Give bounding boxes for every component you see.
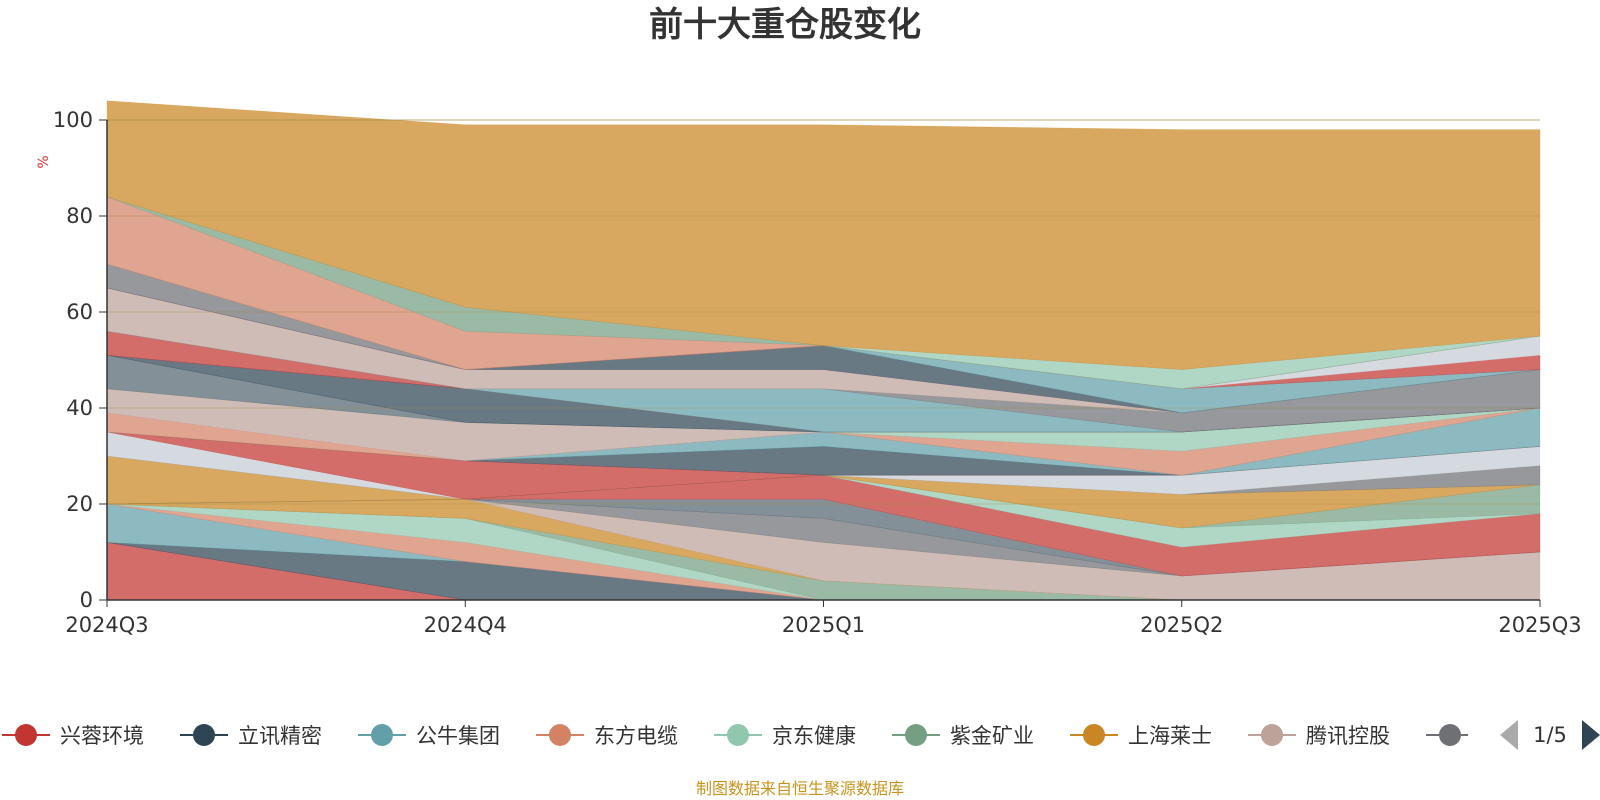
y-tick-label: 40	[66, 396, 93, 420]
y-tick-label: 0	[80, 588, 93, 612]
area-series	[106, 287, 1541, 390]
legend-marker-icon	[15, 724, 37, 746]
x-axis: 2024Q3 2024Q4 2025Q1 2025Q2 2025Q3	[65, 599, 1582, 637]
x-tick-label: 2024Q4	[424, 613, 507, 637]
legend-marker-icon	[549, 724, 571, 746]
chart-title: 前十大重仓股变化	[649, 5, 921, 45]
x-tick-label: 2025Q3	[1498, 613, 1581, 637]
legend-label: 京东健康	[772, 724, 856, 748]
legend-marker-icon	[1083, 724, 1105, 746]
y-tick-label: 80	[66, 204, 93, 228]
legend-marker-icon	[1439, 724, 1461, 746]
y-axis-unit: %	[36, 155, 52, 168]
area-series	[106, 455, 1541, 500]
area-series	[106, 407, 1541, 476]
x-tick-label: 2025Q2	[1140, 613, 1223, 637]
x-tick-label: 2024Q3	[65, 613, 148, 637]
legend-prev-page-icon[interactable]	[1500, 720, 1518, 750]
area-series	[106, 455, 1541, 529]
legend-item[interactable]: 东方电缆	[536, 724, 678, 748]
area-series	[106, 100, 1541, 370]
area-series	[106, 474, 1541, 577]
legend-label: 上海莱士	[1128, 724, 1212, 748]
legend-item[interactable]: 公牛集团	[358, 724, 500, 748]
legend-label: 紫金矿业	[950, 724, 1034, 748]
legend-label: 东方电缆	[594, 724, 678, 748]
legend-marker-icon	[1261, 724, 1283, 746]
legend-page-indicator: 1/5	[1533, 723, 1567, 747]
legend-item[interactable]: 立讯精密	[180, 724, 322, 748]
area-series	[106, 287, 1541, 390]
legend-label: 立讯精密	[238, 724, 322, 748]
legend-item[interactable]: 兴蓉环境	[2, 724, 144, 748]
y-axis: 0 20 40 60 80 100	[53, 108, 108, 612]
legend-next-page-icon[interactable]	[1582, 720, 1600, 750]
area-series	[106, 498, 1540, 601]
x-tick-label: 2025Q1	[782, 613, 865, 637]
legend-marker-icon	[193, 724, 215, 746]
legend-marker-icon	[727, 724, 749, 746]
legend-label: 公牛集团	[416, 724, 500, 748]
legend: 兴蓉环境 立讯精密 公牛集团 东方电缆 京东健康 紫金矿业 上海莱士 腾讯控股 宁 1/5	[2, 720, 1600, 750]
y-tick-label: 100	[53, 108, 93, 132]
legend-marker-icon	[371, 724, 393, 746]
y-tick-label: 60	[66, 300, 93, 324]
area-series	[106, 407, 1541, 476]
grid-lines	[107, 119, 1540, 505]
data-source-note: 制图数据来自恒生聚源数据库	[696, 779, 904, 798]
legend-item[interactable]: 紫金矿业	[892, 724, 1034, 748]
legend-item[interactable]: 腾讯控股	[1248, 724, 1390, 748]
legend-item[interactable]: 上海莱士	[1070, 724, 1212, 748]
legend-item[interactable]: 京东健康	[714, 724, 856, 748]
legend-item[interactable]: 宁	[1426, 724, 1505, 748]
legend-label: 兴蓉环境	[60, 724, 144, 748]
area-series-group	[106, 100, 1541, 601]
legend-marker-icon	[905, 724, 927, 746]
legend-label: 腾讯控股	[1306, 724, 1390, 748]
area-series	[106, 474, 1541, 529]
y-tick-label: 20	[66, 492, 93, 516]
